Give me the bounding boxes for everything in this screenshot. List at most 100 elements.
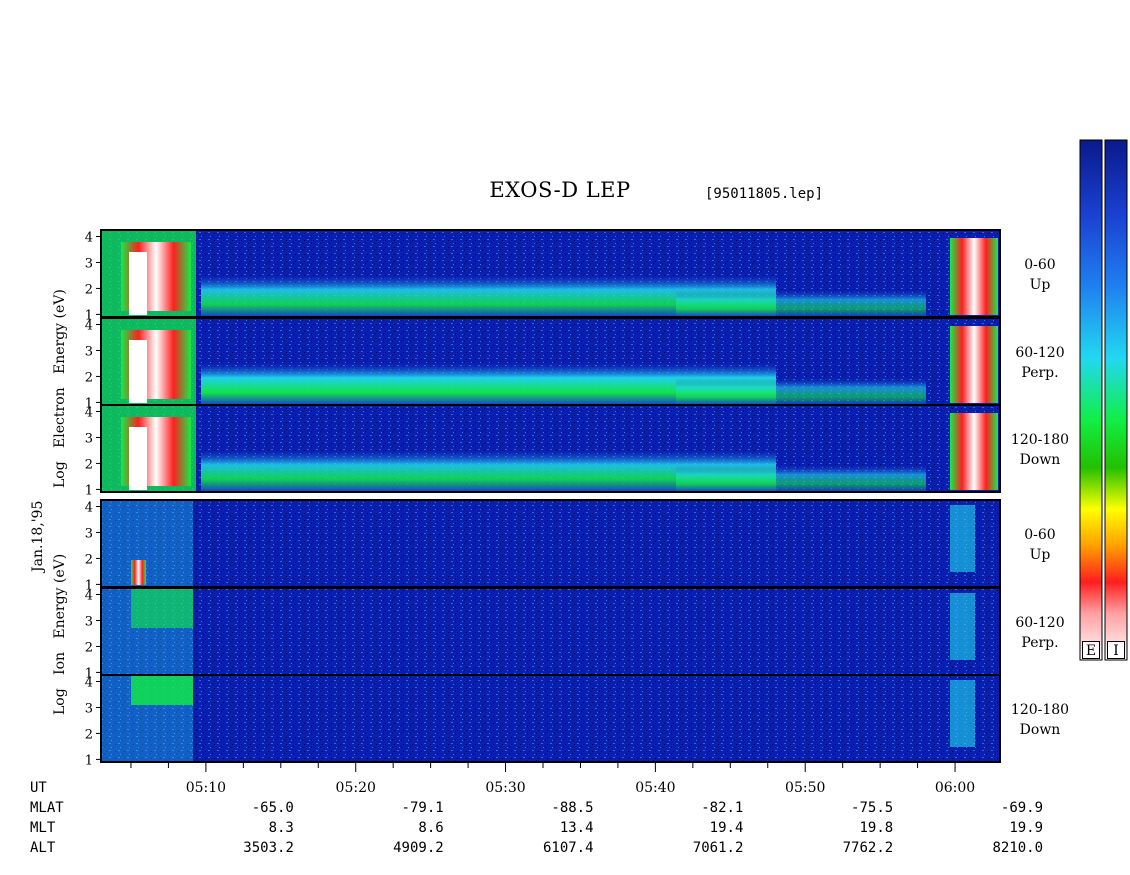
file-label: [95011805.lep] xyxy=(705,186,824,202)
direction-label: Up xyxy=(1029,547,1051,563)
time-tick-label: 05:30 xyxy=(485,780,525,796)
electron-right-burst xyxy=(950,326,998,403)
time-tick-label: 05:10 xyxy=(186,780,226,796)
ion-band xyxy=(131,675,193,705)
electron-right-burst xyxy=(950,413,998,490)
y-tick-label: 2 xyxy=(85,552,93,567)
orbit-mlt-value: 13.4 xyxy=(559,820,594,836)
y-tick-label: 3 xyxy=(85,344,93,359)
y-tick-label: 1 xyxy=(85,483,93,498)
y-tick-label: 1 xyxy=(85,666,93,681)
direction-label: Perp. xyxy=(1021,365,1059,381)
y-tick-label: 4 xyxy=(85,675,93,690)
orbit-mlt-value: 19.9 xyxy=(1009,820,1044,836)
orbit-alt-value: 6107.4 xyxy=(542,840,594,856)
orbit-mlt-value: 19.8 xyxy=(859,820,894,836)
orbit-mlt-value: 8.6 xyxy=(418,820,444,836)
electron-saturation xyxy=(129,252,147,315)
pitch-angle-label: 60-120 xyxy=(1015,615,1065,631)
y-tick-label: 3 xyxy=(85,526,93,541)
mlt-label: MLT xyxy=(30,820,56,836)
y-tick-label: 4 xyxy=(85,230,93,245)
y-tick-label: 2 xyxy=(85,727,93,742)
mlat-label: MLAT xyxy=(30,800,64,816)
y-tick-label: 3 xyxy=(85,256,93,271)
y-tick-label: 2 xyxy=(85,640,93,655)
direction-label: Up xyxy=(1029,277,1051,293)
electron-saturation xyxy=(129,427,147,490)
orbit-alt-value: 8210.0 xyxy=(992,840,1044,856)
orbit-mlat-value: -69.9 xyxy=(1000,800,1044,816)
ion-hot-spot xyxy=(131,560,146,585)
panel-noise xyxy=(101,588,1000,675)
direction-label: Perp. xyxy=(1021,635,1059,651)
ion-band xyxy=(131,588,193,628)
colorbar-ion xyxy=(1104,139,1128,661)
orbit-mlt-value: 19.4 xyxy=(709,820,744,836)
spectrogram-panels xyxy=(100,229,1001,763)
ion-right-burst xyxy=(950,593,975,660)
y-tick-label: 2 xyxy=(85,457,93,472)
y-tick-label: 1 xyxy=(85,396,93,411)
panel-label-2: 60-120 Perp. xyxy=(1000,343,1080,383)
panel-label-6: 120-180 Down xyxy=(1000,700,1080,740)
y-tick-label: 3 xyxy=(85,431,93,446)
orbit-alt-value: 4909.2 xyxy=(393,840,444,856)
panel-label-3: 120-180 Down xyxy=(1000,430,1080,470)
electron-band-late xyxy=(676,290,926,317)
panel-noise xyxy=(101,675,1000,762)
ion-axis-title: Log Ion Energy (eV) xyxy=(52,553,68,715)
orbit-mlat-value: -82.1 xyxy=(701,800,744,816)
y-tick-label: 4 xyxy=(85,588,93,603)
y-tick-label: 3 xyxy=(85,701,93,716)
y-tick-label: 1 xyxy=(85,308,93,323)
chart-title: EXOS-D LEP xyxy=(489,178,631,202)
time-tick-label: 05:50 xyxy=(785,780,825,796)
panel-2 xyxy=(100,317,1001,406)
panel-5 xyxy=(100,587,1001,676)
electron-saturation xyxy=(129,340,147,403)
electron-band-late xyxy=(676,465,926,492)
ut-label: UT xyxy=(30,780,47,796)
colorbar-electron xyxy=(1079,139,1103,661)
direction-label: Down xyxy=(1019,722,1061,738)
ion-left-region xyxy=(101,500,193,587)
pitch-angle-label: 60-120 xyxy=(1015,345,1065,361)
panel-4 xyxy=(100,499,1001,588)
ion-right-burst xyxy=(950,505,975,572)
panel-noise xyxy=(101,500,1000,587)
orbit-mlat-value: -79.1 xyxy=(401,800,444,816)
y-tick-label: 4 xyxy=(85,318,93,333)
time-tick-label: 05:40 xyxy=(635,780,675,796)
pitch-angle-label: 0-60 xyxy=(1024,527,1056,543)
pitch-angle-label: 0-60 xyxy=(1024,257,1056,273)
electron-band-late xyxy=(676,378,926,405)
electron-right-burst xyxy=(950,238,998,315)
panel-1 xyxy=(100,229,1001,318)
colorbar-label-e: E xyxy=(1082,641,1100,659)
panel-label-5: 60-120 Perp. xyxy=(1000,613,1080,653)
y-tick-label: 4 xyxy=(85,500,93,515)
alt-label: ALT xyxy=(30,840,56,856)
y-tick-label: 2 xyxy=(85,370,93,385)
orbit-mlat-value: -65.0 xyxy=(251,800,294,816)
electron-axis-title: Log Electron Energy (eV) xyxy=(52,289,68,488)
y-tick-label: 3 xyxy=(85,614,93,629)
orbit-mlt-value: 8.3 xyxy=(268,820,294,836)
y-tick-label: 2 xyxy=(85,282,93,297)
panel-label-1: 0-60 Up xyxy=(1000,255,1080,295)
y-tick-label: 1 xyxy=(85,753,93,768)
orbit-alt-value: 7762.2 xyxy=(842,840,894,856)
colorbar-label-i: I xyxy=(1107,641,1125,659)
date-label: Jan.18,'95 xyxy=(30,500,46,572)
y-tick-label: 4 xyxy=(85,405,93,420)
orbit-mlat-value: -88.5 xyxy=(551,800,594,816)
pitch-angle-label: 120-180 xyxy=(1010,702,1070,718)
panel-label-4: 0-60 Up xyxy=(1000,525,1080,565)
time-tick-label: 05:20 xyxy=(336,780,376,796)
ion-right-burst xyxy=(950,680,975,747)
pitch-angle-label: 120-180 xyxy=(1010,432,1070,448)
panel-frame xyxy=(100,404,1001,493)
